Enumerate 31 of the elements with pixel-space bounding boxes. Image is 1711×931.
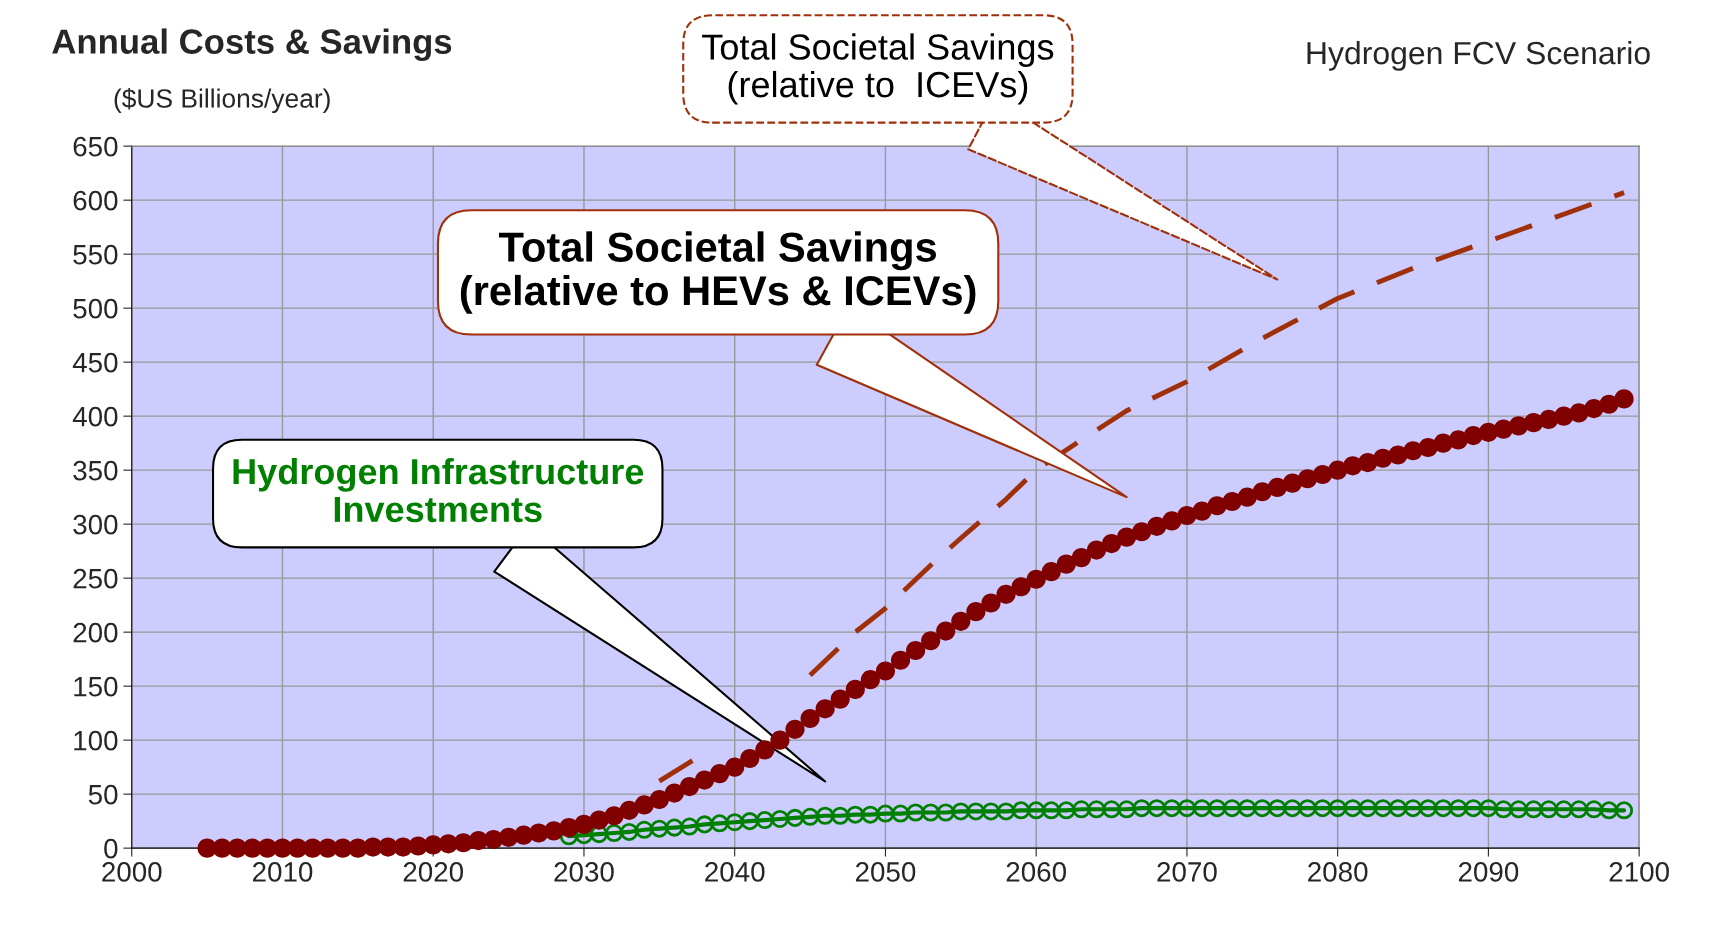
x-tick-label: 2060 [1006, 862, 1066, 882]
text: Total Societal Savings (relative to ICEVs) [702, 33, 1054, 105]
x-tick-label: 2080 [1308, 862, 1368, 882]
y-tick-label: 100 [74, 730, 118, 751]
y-tick-label: 200 [73, 622, 118, 643]
y-tick-label: 550 [73, 244, 118, 265]
y-tick-label: 250 [73, 568, 118, 589]
x-tick-label: 2020 [403, 862, 464, 882]
x-tick-label: 2030 [554, 862, 614, 882]
y-tick-label: 650 [73, 136, 118, 157]
y-tick-label: 350 [73, 460, 118, 481]
annotation: Total Societal Savings (relative to HEVs & ICEVs) [460, 231, 976, 314]
x-tick-label: 2070 [1157, 862, 1217, 882]
y-tick-label: 400 [72, 406, 118, 427]
x-tick-label: 2010 [252, 862, 313, 882]
x-tick-label: 2090 [1458, 862, 1519, 882]
chart-subtitle: Hydrogen FCV Scenario [1307, 40, 1650, 71]
y-tick-label: 450 [72, 352, 118, 373]
y-tick-label: 600 [73, 190, 118, 211]
y-tick-label: 300 [73, 514, 118, 535]
annotation: Hydrogen Infrastructure Investments [233, 457, 644, 523]
y-tick-label: 500 [73, 298, 118, 319]
y-axis-title: ($US Billions/year) [114, 88, 330, 114]
x-tick-label: 2000 [102, 862, 162, 882]
x-tick-label: 2100 [1609, 862, 1669, 882]
x-tick-label: 2050 [855, 862, 916, 882]
y-tick-label: 0 [104, 838, 118, 859]
y-tick-label: 150 [74, 676, 118, 697]
chart-title: Annual Costs & Savings [52, 28, 452, 61]
y-tick-label: 50 [88, 784, 118, 805]
x-tick-label: 2040 [705, 862, 765, 882]
